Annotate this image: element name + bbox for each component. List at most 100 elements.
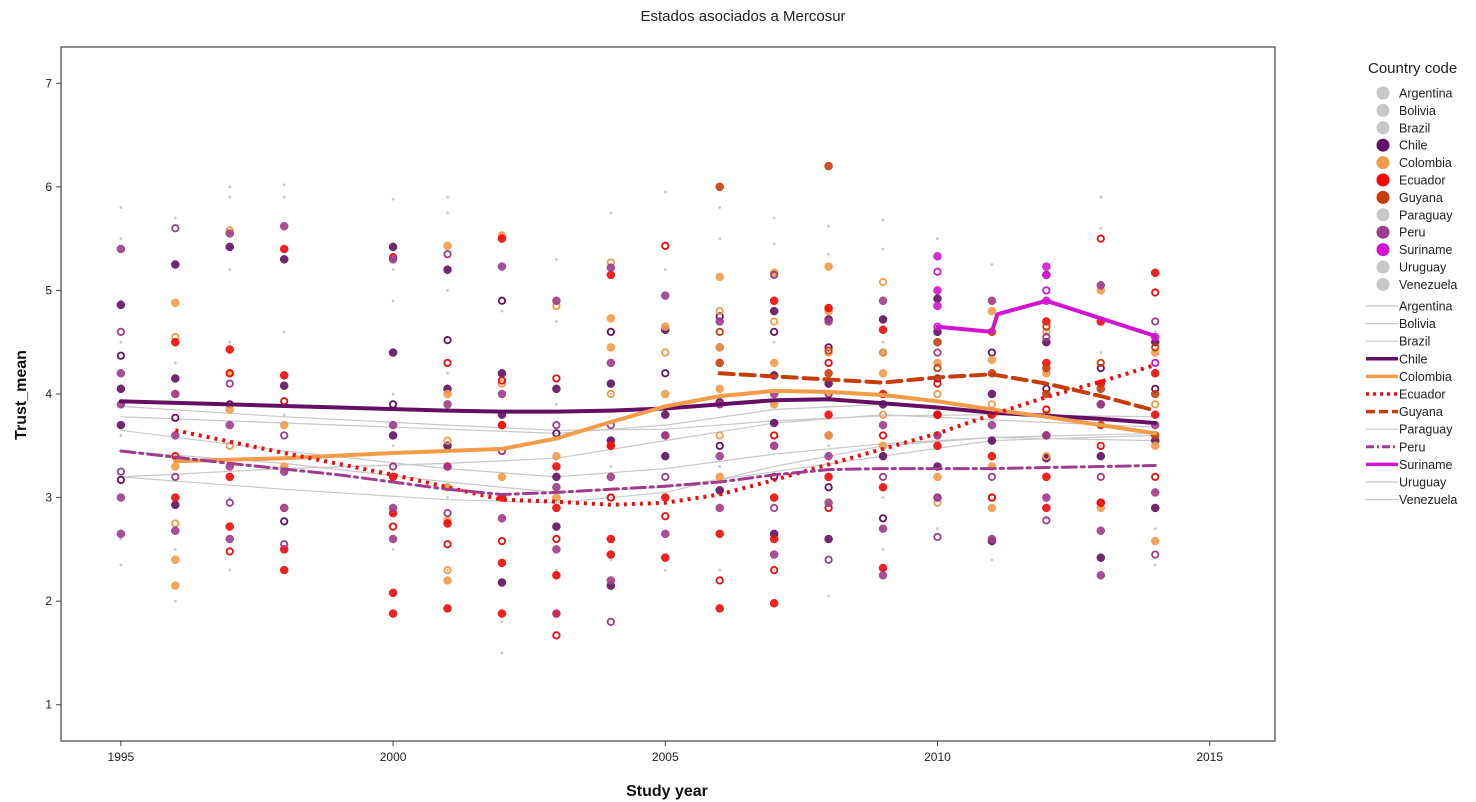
- y-tick-label: 1: [45, 698, 52, 712]
- point-gray: [173, 599, 177, 603]
- point-colombia: [1042, 327, 1051, 336]
- point-colombia: [661, 348, 670, 357]
- point-chile: [661, 451, 670, 461]
- legend-line-label-suriname: Suriname: [1399, 458, 1453, 472]
- point-colombia: [987, 503, 997, 513]
- point-chile: [116, 384, 126, 394]
- point-colombia: [933, 389, 942, 399]
- point-ecuador: [878, 563, 888, 573]
- point-chile: [225, 242, 235, 252]
- point-peru: [171, 224, 180, 233]
- point-gray: [881, 496, 885, 499]
- point-gray: [446, 195, 449, 199]
- legend-marker-colombia: [1376, 156, 1390, 170]
- point-ecuador: [497, 536, 507, 546]
- point-peru: [116, 369, 126, 378]
- legend-line-label-bolivia: Bolivia: [1399, 317, 1436, 331]
- legend-title: Country code: [1368, 60, 1457, 77]
- point-colombia: [171, 298, 180, 308]
- point-peru: [497, 514, 507, 523]
- point-guyana: [1042, 322, 1051, 331]
- point-colombia: [497, 472, 507, 482]
- legend-item-peru: Peru: [1399, 226, 1425, 240]
- point-chile: [770, 327, 779, 336]
- point-gray: [500, 620, 504, 624]
- point-ecuador: [769, 534, 779, 544]
- point-guyana: [933, 364, 942, 373]
- point-colombia: [606, 389, 615, 399]
- point-gray: [663, 568, 667, 572]
- point-ecuador: [769, 598, 779, 608]
- legend-marker-venezuela: [1376, 277, 1390, 291]
- point-peru: [661, 291, 670, 300]
- point-guyana: [1151, 343, 1160, 352]
- legend-marker-guyana: [1376, 190, 1390, 204]
- point-peru: [116, 327, 125, 336]
- point-peru: [878, 472, 888, 481]
- point-chile: [116, 300, 126, 310]
- point-peru: [225, 379, 234, 388]
- point-chile: [1150, 503, 1160, 513]
- legend-item-uruguay: Uruguay: [1399, 261, 1447, 275]
- point-colombia: [715, 384, 724, 394]
- point-colombia: [225, 441, 234, 450]
- point-colombia: [1150, 536, 1160, 546]
- point-ecuador: [1151, 288, 1160, 297]
- point-chile: [443, 336, 452, 345]
- point-peru: [225, 534, 235, 544]
- x-tick-label: 1995: [108, 750, 135, 764]
- point-peru: [116, 244, 126, 254]
- point-peru: [1151, 550, 1160, 559]
- legend-item-ecuador: Ecuador: [1399, 174, 1446, 188]
- point-peru: [769, 550, 779, 559]
- point-colombia: [661, 389, 670, 399]
- point-peru: [225, 229, 235, 238]
- point-guyana: [824, 369, 833, 378]
- point-chile: [1096, 451, 1106, 461]
- point-ecuador: [1042, 405, 1051, 414]
- point-peru: [552, 296, 561, 306]
- point-peru: [388, 534, 398, 544]
- y-tick-label: 4: [45, 387, 52, 401]
- point-colombia: [715, 307, 724, 316]
- point-colombia: [443, 565, 452, 575]
- point-chile: [388, 431, 398, 440]
- y-tick-label: 5: [45, 283, 52, 297]
- point-ecuador: [552, 631, 561, 640]
- y-tick-label: 3: [45, 491, 52, 505]
- point-gray: [881, 547, 885, 551]
- point-chile: [280, 517, 289, 526]
- point-peru: [987, 296, 997, 306]
- point-peru: [552, 420, 561, 430]
- point-ecuador: [443, 604, 452, 613]
- point-peru: [1042, 516, 1051, 525]
- point-chile: [171, 413, 180, 422]
- point-colombia: [715, 343, 724, 352]
- legend-line-label-paraguay: Paraguay: [1399, 423, 1453, 437]
- point-chile: [1042, 453, 1051, 463]
- point-gray: [881, 247, 885, 251]
- point-ecuador: [225, 522, 235, 531]
- x-tick-label: 2010: [924, 750, 951, 764]
- point-ecuador: [225, 472, 235, 482]
- legend-marker-chile: [1376, 138, 1390, 152]
- point-peru: [824, 498, 833, 508]
- point-ecuador: [279, 371, 289, 380]
- y-axis: 1 2 3 4 5 6 7: [45, 76, 61, 712]
- legend-line-label-ecuador: Ecuador: [1399, 388, 1446, 402]
- y-tick-label: 2: [45, 594, 52, 608]
- point-ecuador: [225, 547, 234, 556]
- point-ecuador: [933, 379, 942, 388]
- point-suriname: [933, 267, 942, 276]
- point-peru: [1042, 493, 1051, 502]
- point-chile: [661, 410, 670, 419]
- point-peru: [824, 555, 833, 564]
- point-gray: [990, 558, 994, 562]
- point-gray: [119, 537, 123, 541]
- point-peru: [715, 451, 724, 461]
- point-peru: [552, 609, 561, 618]
- point-colombia: [715, 431, 724, 440]
- point-colombia: [1042, 452, 1051, 461]
- point-gray: [554, 320, 558, 323]
- point-ecuador: [1150, 410, 1160, 419]
